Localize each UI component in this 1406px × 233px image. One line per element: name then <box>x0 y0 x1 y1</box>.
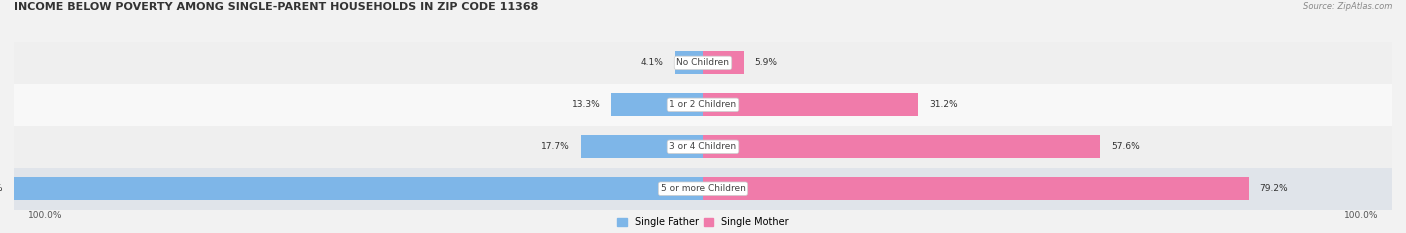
Bar <box>703 51 744 75</box>
Text: 100.0%: 100.0% <box>1344 212 1378 220</box>
Legend: Single Father, Single Mother: Single Father, Single Mother <box>613 213 793 231</box>
Text: INCOME BELOW POVERTY AMONG SINGLE-PARENT HOUSEHOLDS IN ZIP CODE 11368: INCOME BELOW POVERTY AMONG SINGLE-PARENT… <box>14 2 538 12</box>
Text: 31.2%: 31.2% <box>929 100 957 109</box>
Text: 100.0%: 100.0% <box>28 212 62 220</box>
Text: 5.9%: 5.9% <box>755 58 778 67</box>
Text: 79.2%: 79.2% <box>1260 184 1288 193</box>
Text: 1 or 2 Children: 1 or 2 Children <box>669 100 737 109</box>
Bar <box>14 168 1392 210</box>
Text: 100.0%: 100.0% <box>0 184 3 193</box>
Text: 3 or 4 Children: 3 or 4 Children <box>669 142 737 151</box>
Bar <box>675 51 703 75</box>
Bar <box>703 93 918 116</box>
Bar <box>703 177 1249 200</box>
Bar <box>14 42 1392 84</box>
Bar <box>14 126 1392 168</box>
Bar <box>612 93 703 116</box>
Text: 57.6%: 57.6% <box>1111 142 1140 151</box>
Text: 5 or more Children: 5 or more Children <box>661 184 745 193</box>
Bar <box>14 84 1392 126</box>
Bar <box>581 135 703 158</box>
Text: 13.3%: 13.3% <box>572 100 600 109</box>
Text: Source: ZipAtlas.com: Source: ZipAtlas.com <box>1302 2 1392 11</box>
Text: 17.7%: 17.7% <box>541 142 569 151</box>
Bar <box>14 177 703 200</box>
Text: No Children: No Children <box>676 58 730 67</box>
Text: 4.1%: 4.1% <box>641 58 664 67</box>
Bar <box>703 135 1099 158</box>
